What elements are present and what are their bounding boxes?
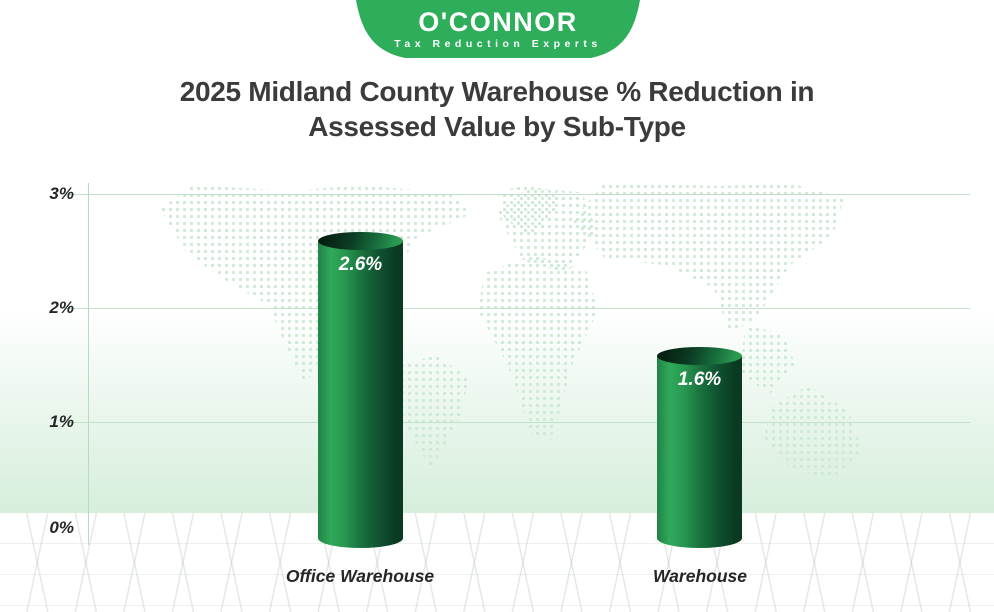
bar-warehouse: 1.6%	[651, 0, 748, 612]
bar-value-label: 2.6%	[338, 254, 383, 276]
bar-value-label: 1.6%	[677, 368, 722, 390]
bar-cylinder-body	[657, 355, 742, 548]
category-label-warehouse: Warehouse	[652, 566, 747, 586]
bar-cylinder-top	[318, 232, 403, 251]
chart-title-line1: 2025 Midland County Warehouse % Reductio…	[179, 76, 815, 107]
gridline-3pct	[65, 194, 970, 195]
map-southeast-asia	[739, 326, 795, 394]
ytick-3pct: 3%	[49, 184, 74, 203]
banner-ribbon-shape	[356, 0, 640, 58]
chart-title-line2: Assessed Value by Sub-Type	[308, 111, 686, 142]
gridline-1pct	[65, 422, 970, 423]
ytick-2pct: 2%	[49, 298, 74, 317]
gridline-2pct	[65, 308, 970, 309]
brand-banner: O'CONNOR Tax Reduction Experts	[355, 0, 641, 59]
ytick-0pct: 0%	[49, 518, 74, 537]
bar-cylinder-top	[657, 346, 742, 365]
bar-cylinder-body	[318, 241, 403, 548]
ytick-1pct: 1%	[49, 412, 74, 431]
brand-logo-text: O'CONNOR	[418, 7, 578, 37]
world-map-dots	[0, 183, 994, 483]
y-axis-line	[88, 183, 89, 545]
map-africa	[478, 255, 598, 440]
chart-title: 2025 Midland County Warehouse % Reductio…	[0, 74, 994, 144]
brand-tagline: Tax Reduction Experts	[394, 38, 602, 50]
plot-floor-grid	[0, 513, 994, 612]
category-label-office-warehouse: Office Warehouse	[285, 566, 435, 586]
bar-office-warehouse: 2.6%	[312, 0, 409, 612]
map-australia	[763, 386, 863, 481]
